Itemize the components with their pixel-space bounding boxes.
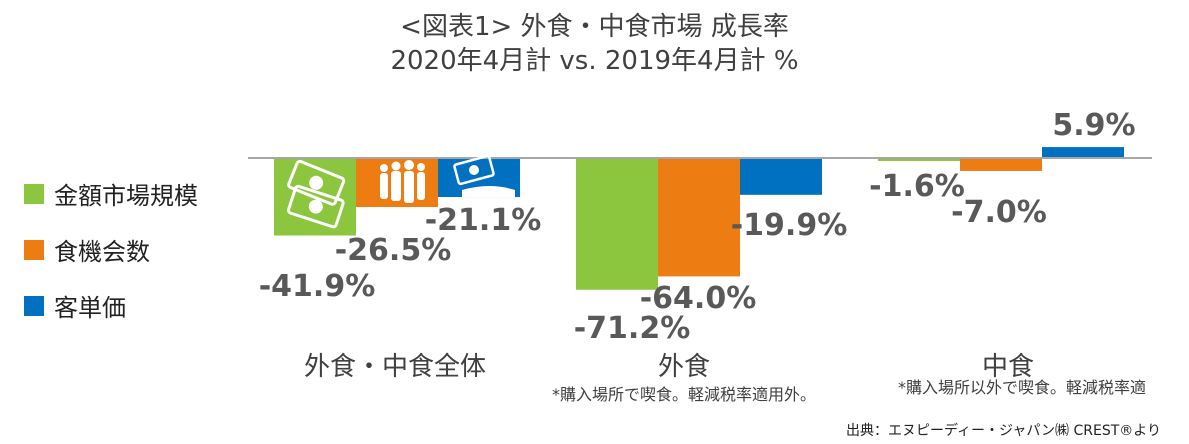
bar-3-3 [1042, 147, 1124, 158]
category-label-nakashoku: 中食 [982, 352, 1034, 382]
category-label-total: 外食・中食全体 [304, 352, 486, 382]
value-label-3-2: -19.9% [731, 208, 848, 243]
legend-label: 食機会数 [54, 238, 150, 266]
bar-1-2 [576, 158, 658, 290]
legend-item-sales: 金額市場規模 [24, 176, 198, 211]
legend-label: 客単価 [54, 294, 126, 322]
legend-label: 金額市場規模 [54, 182, 198, 210]
money-hand-icon [453, 154, 515, 197]
note-gaishoku: *購入場所で喫食。軽減税率適用外。 [552, 385, 816, 404]
money-bills-icon [286, 159, 346, 229]
bar-2-2 [658, 158, 740, 277]
value-label-2-3: -7.0% [951, 195, 1047, 230]
bar-2-3 [960, 158, 1042, 171]
bar-1-3 [878, 158, 960, 161]
legend-item-occasions: 食機会数 [24, 232, 150, 267]
value-label-2-2: -64.0% [640, 281, 757, 316]
value-labels-group: -41.9% -71.2% -1.6% -26.5% -64.0% -7.0% -21.1%… [259, 108, 1136, 346]
people-crowd-icon [380, 160, 425, 203]
legend-item-unit-price: 客単価 [24, 288, 126, 323]
chart-title: <図表1> 外食・中食市場 成長率 [400, 12, 789, 42]
value-label-2-1: -26.5% [335, 233, 452, 268]
source-note: 出典：エヌピーディー・ジャパン㈱ CREST®より [846, 423, 1161, 439]
value-label-1-2: -71.2% [574, 311, 691, 346]
legend-swatch-orange [24, 239, 44, 260]
note-nakashoku: *購入場所以外で喫食。軽減税率適 [898, 378, 1146, 397]
value-label-1-1: -41.9% [259, 269, 376, 304]
chart-subtitle: 2020年4月計 vs. 2019年4月計 % [390, 46, 799, 76]
value-label-3-1: -21.1% [425, 203, 542, 238]
category-label-gaishoku: 外食 [658, 352, 710, 382]
value-label-3-3: 5.9% [1052, 108, 1135, 143]
legend-swatch-green [24, 183, 44, 204]
legend-swatch-blue [24, 295, 44, 316]
bar-3-2 [740, 158, 822, 195]
value-label-1-3: -1.6% [869, 169, 965, 204]
